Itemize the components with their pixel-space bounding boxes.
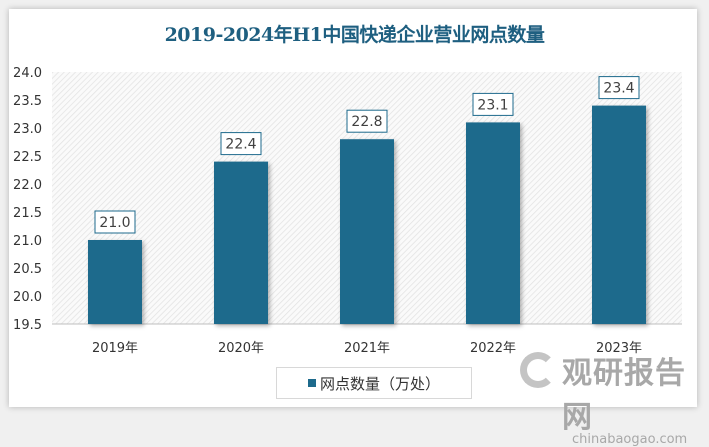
x-tick-label: 2022年 bbox=[470, 341, 516, 356]
x-tick-label: 2019年 bbox=[92, 341, 138, 356]
y-tick-label: 21.0 bbox=[13, 234, 42, 249]
watermark-logo-icon bbox=[520, 352, 556, 388]
data-label-box bbox=[346, 109, 388, 133]
data-label: 21.0 bbox=[99, 215, 130, 231]
data-label-box bbox=[220, 132, 262, 156]
data-label: 22.4 bbox=[225, 137, 256, 153]
watermark-cn: 观研报告网 bbox=[562, 356, 686, 435]
x-tick-label: 2021年 bbox=[344, 341, 390, 356]
chart-title: 2019-2024年H1中国快递企业营业网点数量 bbox=[164, 24, 545, 46]
data-label: 23.4 bbox=[603, 81, 634, 97]
x-tick-label: 2020年 bbox=[218, 341, 264, 356]
legend-swatch bbox=[307, 379, 316, 387]
bar bbox=[88, 240, 142, 324]
bar bbox=[214, 161, 268, 324]
y-tick-label: 19.5 bbox=[13, 318, 42, 333]
bar bbox=[592, 105, 646, 324]
bar bbox=[466, 122, 520, 325]
x-tick-label: 2023年 bbox=[596, 341, 642, 356]
watermark-en: chinabaogao.com bbox=[572, 432, 688, 447]
y-tick-label: 23.5 bbox=[13, 94, 42, 109]
data-label-box bbox=[472, 92, 514, 116]
data-label: 23.1 bbox=[477, 97, 508, 113]
bar bbox=[340, 139, 394, 324]
bar-chart: 19.5 20.0 20.5 21.0 21.5 22.0 22.5 23.0 23.5 24.0… bbox=[13, 66, 682, 356]
data-label-box bbox=[598, 76, 640, 100]
y-tick-label: 20.5 bbox=[13, 262, 42, 277]
y-tick-label: 24.0 bbox=[13, 66, 42, 81]
watermark: 观研报告网 chinabaogao.com bbox=[510, 348, 709, 447]
y-tick-label: 22.0 bbox=[13, 178, 42, 193]
data-label-box bbox=[94, 210, 136, 234]
y-tick-label: 22.5 bbox=[13, 150, 42, 165]
data-label: 22.8 bbox=[351, 114, 382, 130]
legend-label: 网点数量（万处） bbox=[319, 374, 440, 393]
legend: 网点数量（万处） bbox=[276, 367, 472, 399]
y-tick-label: 21.5 bbox=[13, 206, 42, 221]
y-tick-label: 20.0 bbox=[13, 290, 42, 305]
y-tick-label: 23.0 bbox=[13, 122, 42, 137]
